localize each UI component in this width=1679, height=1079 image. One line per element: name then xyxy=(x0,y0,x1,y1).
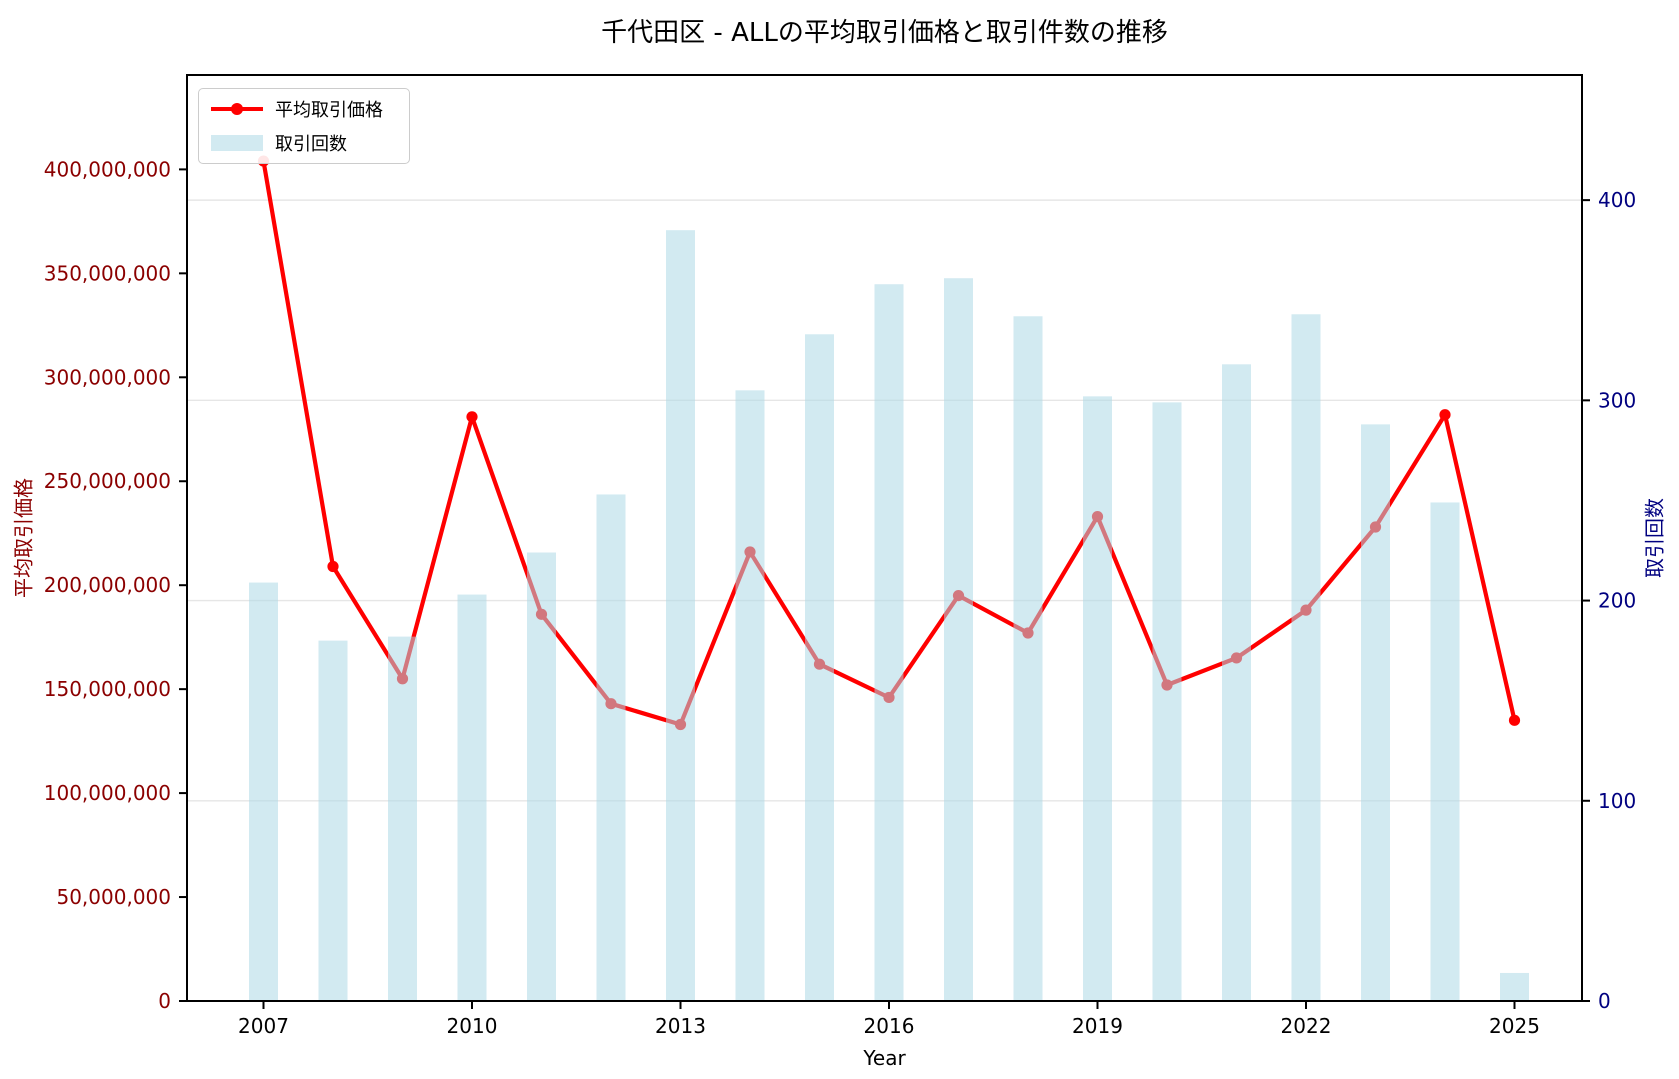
y-right-tick-label: 400 xyxy=(1598,188,1636,212)
y-left-tick-label: 150,000,000 xyxy=(44,677,171,701)
count-bar xyxy=(457,594,487,1001)
y-right-tick-label: 200 xyxy=(1598,589,1636,613)
y-right-tick-label: 0 xyxy=(1598,989,1611,1013)
legend-entry-price: 平均取引価格 xyxy=(211,97,399,121)
y-left-tick-label: 350,000,000 xyxy=(44,261,171,285)
y-left-tick-label: 100,000,000 xyxy=(44,781,171,805)
x-tick-label: 2019 xyxy=(1072,1014,1123,1038)
y-right-tick-label: 300 xyxy=(1598,388,1636,412)
count-bar xyxy=(1013,316,1043,1002)
x-tick-label: 2007 xyxy=(238,1014,289,1038)
count-bar xyxy=(1083,396,1112,1001)
price-marker xyxy=(327,560,339,573)
y-left-tick-label: 50,000,000 xyxy=(56,885,171,909)
y-left-tick-label: 0 xyxy=(158,989,171,1013)
legend-label: 取引回数 xyxy=(275,134,347,155)
x-tick-label: 2022 xyxy=(1281,1014,1332,1038)
legend-label: 平均取引価格 xyxy=(275,100,383,121)
legend-bar-patch-icon xyxy=(211,135,263,151)
count-bar xyxy=(527,552,556,1001)
plot-spines xyxy=(186,74,1583,1002)
count-bar xyxy=(666,230,695,1001)
count-bar xyxy=(388,636,417,1001)
y-left-tick-label: 250,000,000 xyxy=(44,469,171,493)
count-bar xyxy=(1222,364,1251,1001)
count-bar xyxy=(318,640,348,1001)
price-marker xyxy=(466,411,478,423)
x-tick-label: 2016 xyxy=(864,1014,915,1038)
price-marker xyxy=(1439,409,1451,421)
count-bar xyxy=(1291,314,1321,1001)
y-left-tick-label: 300,000,000 xyxy=(44,365,171,389)
count-bar xyxy=(735,390,765,1001)
count-bar xyxy=(1500,972,1529,1001)
count-bar xyxy=(874,284,904,1001)
x-tick-label: 2010 xyxy=(447,1014,498,1038)
count-bar xyxy=(596,494,626,1001)
y-left-tick-label: 400,000,000 xyxy=(44,157,171,181)
y-left-tick-label: 200,000,000 xyxy=(44,573,171,597)
legend: 平均取引価格 取引回数 xyxy=(198,88,410,164)
count-bar xyxy=(1361,424,1390,1001)
price-marker xyxy=(1508,714,1521,726)
y-right-tick-label: 100 xyxy=(1598,789,1636,813)
count-bar xyxy=(944,278,973,1001)
x-tick-label: 2025 xyxy=(1489,1014,1540,1038)
chart-title: 千代田区 - ALLの平均取引価格と取引件数の推移 xyxy=(601,18,1168,48)
legend-line-marker-icon xyxy=(211,103,263,115)
count-bar xyxy=(249,582,278,1001)
count-bar xyxy=(1430,502,1460,1001)
x-axis-label: Year xyxy=(863,1046,906,1070)
legend-entry-count: 取引回数 xyxy=(211,131,399,155)
x-tick-label: 2013 xyxy=(655,1014,706,1038)
count-bar xyxy=(1152,402,1182,1001)
count-bar xyxy=(805,334,834,1001)
